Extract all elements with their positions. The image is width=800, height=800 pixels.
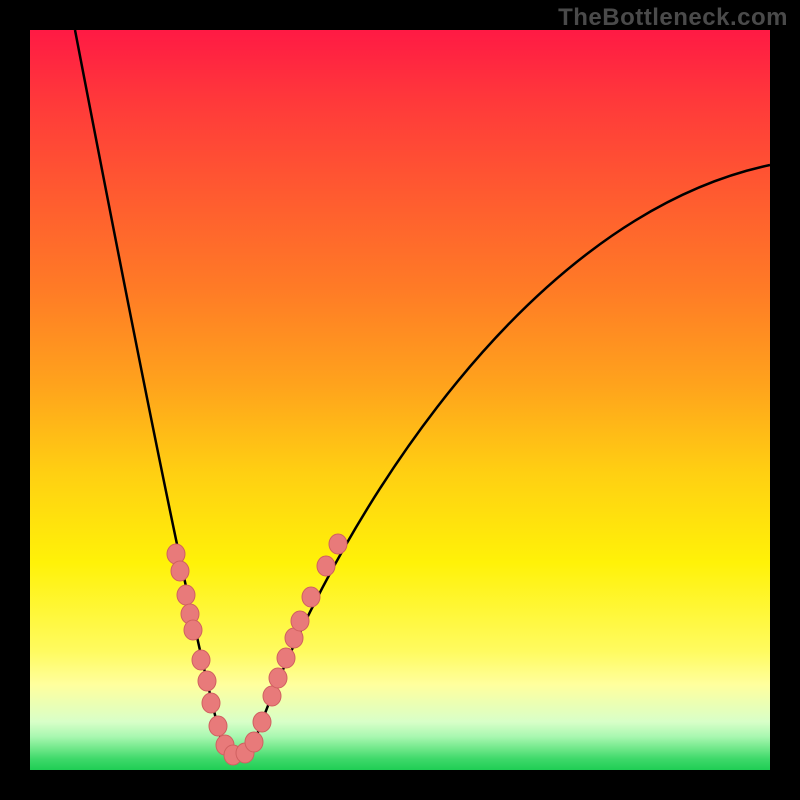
data-marker — [291, 611, 309, 631]
data-marker — [198, 671, 216, 691]
data-marker — [263, 686, 281, 706]
data-marker — [269, 668, 287, 688]
watermark-text: TheBottleneck.com — [558, 4, 788, 32]
data-marker — [277, 648, 295, 668]
data-marker — [192, 650, 210, 670]
data-marker — [184, 620, 202, 640]
data-marker — [329, 534, 347, 554]
data-marker — [253, 712, 271, 732]
chart-frame: TheBottleneck.com — [0, 0, 800, 800]
data-marker — [202, 693, 220, 713]
data-marker — [209, 716, 227, 736]
data-marker — [302, 587, 320, 607]
plot-area — [30, 30, 770, 770]
data-marker — [245, 732, 263, 752]
chart-svg — [0, 0, 800, 800]
data-marker — [177, 585, 195, 605]
data-marker — [171, 561, 189, 581]
data-marker — [317, 556, 335, 576]
